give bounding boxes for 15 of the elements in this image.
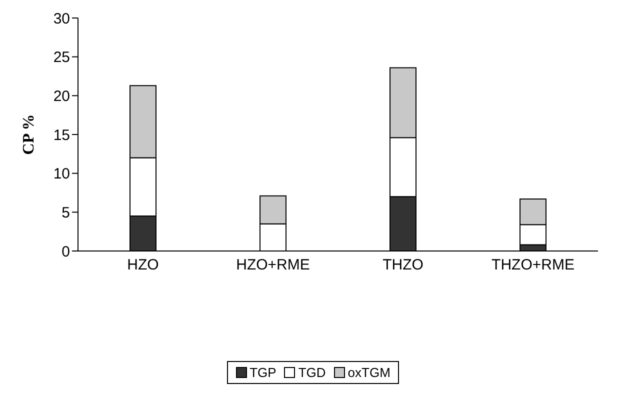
y-tick-label: 20 <box>53 88 70 105</box>
y-tick-label: 5 <box>62 204 70 222</box>
legend-label: oxTGM <box>346 365 390 380</box>
y-tick-label: 0 <box>62 243 70 260</box>
y-tick-label: 30 <box>53 10 70 28</box>
legend-label: TGD <box>297 365 326 380</box>
y-tick-label: 15 <box>53 126 70 144</box>
y-axis-title: CP % <box>20 114 38 155</box>
y-tick-label: 25 <box>53 49 70 66</box>
y-tick-label: 10 <box>53 166 70 183</box>
x-tick-label: THZO <box>382 256 424 274</box>
x-tick-label: THZO+RME <box>492 256 574 274</box>
x-tick-label: HZO+RME <box>236 256 310 274</box>
legend-label: TGP <box>248 365 276 380</box>
x-tick-label: HZO <box>127 256 159 274</box>
